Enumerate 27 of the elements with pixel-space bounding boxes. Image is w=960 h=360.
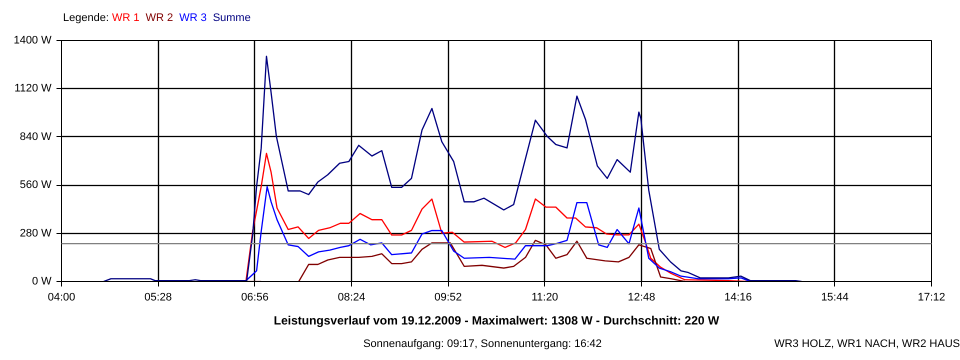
x-tick-label: 05:28 — [144, 292, 172, 304]
text: WR3 HOLZ, WR1 NACH, WR2 HAUS — [774, 337, 960, 352]
line-series — [103, 56, 802, 282]
text: Sonnenaufgang: 09:17, Sonnenuntergang: 16:42 — [363, 338, 602, 350]
x-tick-label: 06:56 — [241, 292, 269, 304]
y-tick-label: 840 W — [20, 130, 52, 143]
x-tick-label: 08:24 — [338, 292, 366, 304]
x-tick-label: 14:16 — [724, 292, 752, 304]
text: WR 2 — [146, 12, 174, 24]
y-tick-label: 1120 W — [14, 82, 52, 95]
line-series — [245, 186, 751, 282]
line-series — [245, 152, 749, 282]
text: Summe — [212, 12, 251, 24]
x-tick-label: 11:20 — [531, 292, 558, 304]
text: WR 1 — [112, 12, 140, 24]
x-tick-label: 15:44 — [821, 292, 849, 304]
legend-title: Legende: — [63, 12, 109, 24]
y-tick-label: 560 W — [20, 179, 52, 192]
x-tick-label: 04:00 — [48, 292, 76, 304]
y-tick-label: 0 W — [32, 276, 52, 288]
x-tick-label: 12:48 — [628, 292, 656, 304]
y-tick-label: 1400 W — [14, 34, 52, 46]
y-tick-label: 280 W — [20, 227, 52, 240]
text: Leistungsverlauf vom 19.12.2009 - Maximalwert: 1308 W - Durchschnitt: 220 W — [274, 314, 720, 328]
text: WR 3 — [179, 12, 207, 24]
x-tick-label: 17:12 — [918, 292, 946, 304]
x-tick-label: 09:52 — [434, 292, 462, 304]
